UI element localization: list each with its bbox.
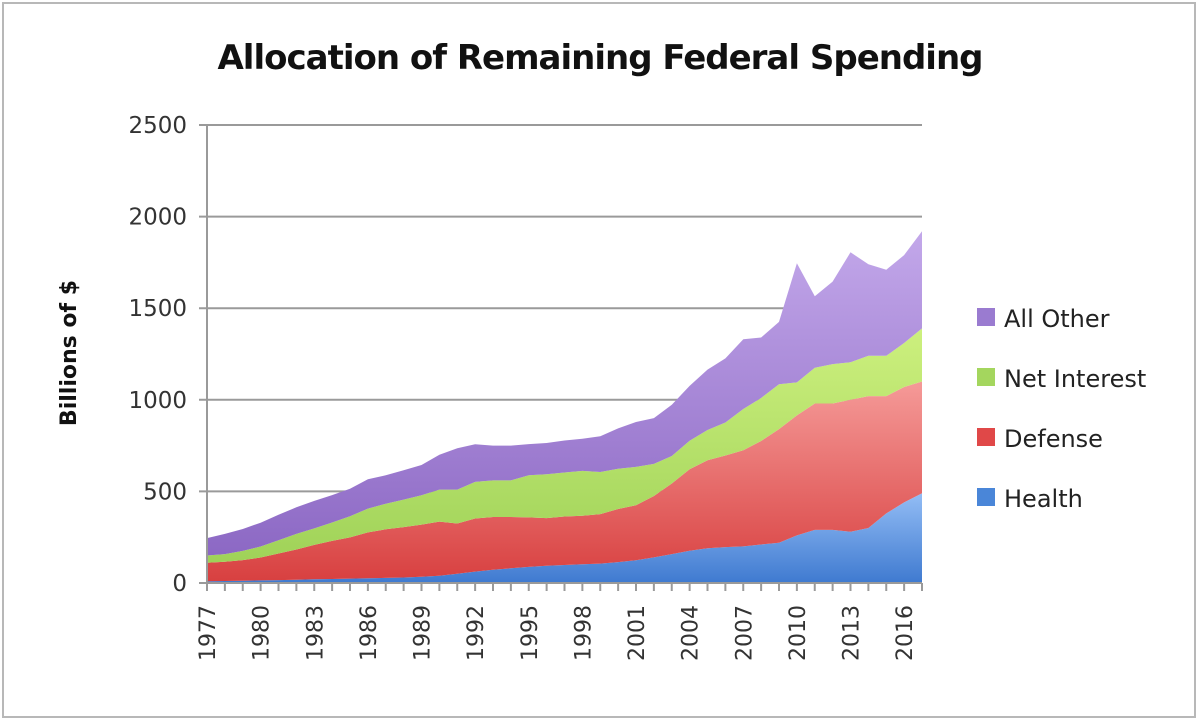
y-tick-label: 2000 xyxy=(128,205,187,231)
legend-label: Net Interest xyxy=(1004,365,1146,393)
x-tick-label: 1995 xyxy=(518,605,543,661)
legend-label: Health xyxy=(1004,485,1083,513)
legend: All Other Net Interest Defense Health xyxy=(977,305,1146,513)
legend-swatch xyxy=(977,368,995,386)
legend-swatch xyxy=(977,428,995,446)
y-axis-label: Billions of $ xyxy=(57,280,82,426)
x-tick-labels: 1977 1980 1983 1986 1989 1992 1995 1998 2001 2004… xyxy=(196,605,918,661)
x-tick-label: 1992 xyxy=(464,605,489,661)
legend-label: Defense xyxy=(1004,425,1103,453)
area-defense xyxy=(207,381,922,582)
legend-swatch xyxy=(977,488,995,506)
x-tick-label: 1983 xyxy=(303,605,328,661)
area-all-other xyxy=(207,231,922,556)
area-series xyxy=(207,231,922,583)
legend-item: Defense xyxy=(977,425,1103,453)
y-tick-label: 2500 xyxy=(128,113,187,139)
legend-swatch xyxy=(977,308,995,326)
legend-item: Net Interest xyxy=(977,365,1146,393)
x-tick-label: 2007 xyxy=(732,605,757,661)
y-tick-label: 500 xyxy=(143,479,187,505)
y-tick-label: 1000 xyxy=(128,388,187,414)
y-tick-label: 0 xyxy=(172,571,187,597)
x-tick-label: 1986 xyxy=(357,605,382,661)
x-tick-label: 1989 xyxy=(411,605,436,661)
legend-item: Health xyxy=(977,485,1083,513)
y-tick-label: 1500 xyxy=(128,296,187,322)
x-tick-label: 2001 xyxy=(625,605,650,661)
chart-title: Allocation of Remaining Federal Spending xyxy=(217,38,983,78)
x-tick-label: 1980 xyxy=(250,605,275,661)
area-health xyxy=(207,493,922,583)
area-net-interest xyxy=(207,328,922,563)
legend-label: All Other xyxy=(1004,305,1110,333)
x-tick-label: 2013 xyxy=(840,605,865,661)
x-tick-label: 1998 xyxy=(571,605,596,661)
legend-item: All Other xyxy=(977,305,1110,333)
x-tick-label: 2016 xyxy=(893,605,918,661)
x-tick-label: 2004 xyxy=(679,605,704,661)
x-tick-label: 1977 xyxy=(196,605,221,661)
y-tick-labels: 0 500 1000 1500 2000 2500 xyxy=(128,113,187,597)
axes xyxy=(199,125,923,591)
x-tick-label: 2010 xyxy=(786,605,811,661)
